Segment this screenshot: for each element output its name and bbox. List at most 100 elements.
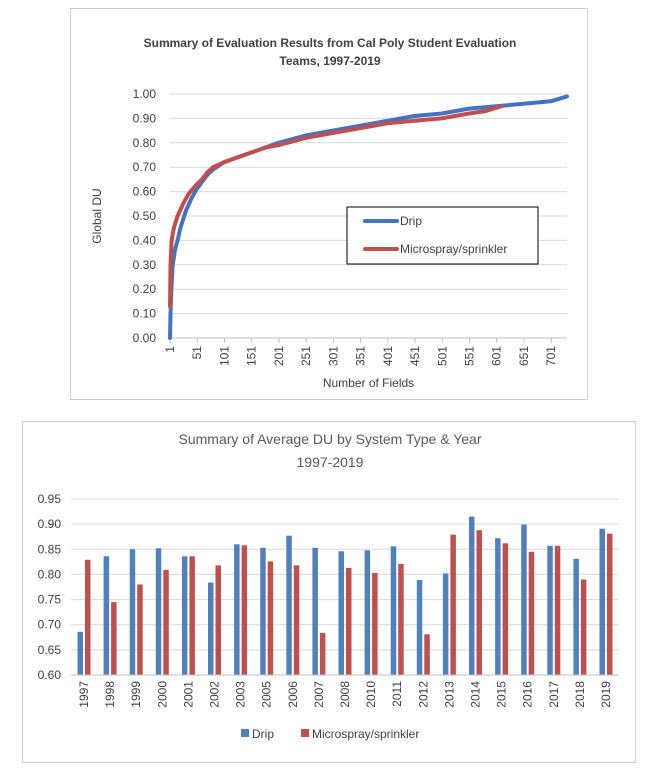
bar-drip-2012 <box>416 580 423 675</box>
bar-drip-1999 <box>129 549 136 675</box>
bar-drip-2003 <box>234 544 240 675</box>
bar-microspray-2013 <box>450 534 456 675</box>
bar-microspray-2007 <box>319 632 326 675</box>
bar-microspray-2003 <box>241 545 248 675</box>
x-tick-label: 2003 <box>234 681 248 708</box>
x-tick-label: 2006 <box>286 681 300 708</box>
y-tick-label: 1.00 <box>133 87 157 101</box>
x-tick-label: 301 <box>326 346 340 366</box>
y-tick-label: 0.90 <box>38 517 62 531</box>
x-tick-label: 501 <box>435 346 449 366</box>
bar-microspray-2008 <box>346 567 352 675</box>
legend-label: Drip <box>400 214 422 228</box>
legend-label: Drip <box>252 727 274 741</box>
x-tick-label: 451 <box>408 346 422 366</box>
y-tick-label: 0.40 <box>133 233 157 247</box>
x-tick-label: 1999 <box>129 681 143 708</box>
y-tick-label: 0.75 <box>38 593 62 607</box>
legend-swatch <box>301 729 309 737</box>
bar-microspray-2016 <box>528 551 535 675</box>
x-tick-label: 401 <box>381 346 395 366</box>
x-tick-label: 2012 <box>416 681 430 708</box>
legend-box <box>346 206 539 265</box>
average-du-bar-chart: Summary of Average DU by System Type & Y… <box>22 421 636 763</box>
legend-label: Microspray/sprinkler <box>312 727 419 741</box>
x-axis-title: Number of Fields <box>323 376 414 390</box>
y-tick-label: 0.70 <box>133 160 157 174</box>
chart-title-line-1: Summary of Evaluation Results from Cal P… <box>144 36 517 50</box>
bar-microspray-2010 <box>372 572 378 675</box>
x-tick-label: 2010 <box>364 681 378 708</box>
cumulative-du-chart-svg: Summary of Evaluation Results from Cal P… <box>90 36 569 390</box>
bar-drip-2019 <box>599 528 605 675</box>
bar-drip-2002 <box>208 582 214 675</box>
x-tick-label: 1 <box>163 346 177 353</box>
bar-drip-2010 <box>364 550 371 675</box>
x-tick-label: 151 <box>245 346 259 366</box>
bar-drip-2017 <box>547 545 553 675</box>
x-tick-label: 101 <box>217 346 231 366</box>
bar-microspray-2006 <box>293 565 300 675</box>
chart-title-line-2: 1997-2019 <box>297 454 364 470</box>
bar-microspray-2011 <box>398 563 404 675</box>
x-tick-label: 1997 <box>77 681 91 708</box>
y-tick-label: 0.65 <box>38 643 62 657</box>
bar-microspray-2012 <box>424 634 430 675</box>
x-tick-label: 2013 <box>442 681 456 708</box>
bar-drip-2011 <box>390 546 397 675</box>
x-tick-label: 1998 <box>103 681 117 708</box>
x-tick-label: 2014 <box>468 681 482 708</box>
bar-drip-2013 <box>442 573 449 675</box>
y-tick-label: 0.00 <box>133 331 157 345</box>
x-tick-label: 601 <box>490 346 504 366</box>
x-tick-label: 701 <box>544 346 558 366</box>
bar-microspray-2001 <box>189 556 195 675</box>
x-tick-label: 2002 <box>208 681 222 708</box>
bar-drip-2018 <box>573 558 579 675</box>
average-du-bar-chart-svg: Summary of Average DU by System Type & Y… <box>38 431 619 741</box>
bar-microspray-2002 <box>215 565 221 675</box>
bar-drip-2005 <box>260 547 266 675</box>
legend-label: Microspray/sprinkler <box>400 242 507 256</box>
x-tick-label: 251 <box>299 346 313 366</box>
bar-microspray-2015 <box>502 543 509 675</box>
x-tick-label: 2001 <box>181 681 195 708</box>
y-tick-label: 0.70 <box>38 618 62 632</box>
x-tick-label: 2007 <box>312 681 326 708</box>
bar-drip-2001 <box>181 556 188 675</box>
bar-drip-2014 <box>469 516 475 675</box>
y-tick-label: 0.60 <box>133 185 157 199</box>
x-tick-label: 351 <box>354 346 368 366</box>
x-tick-label: 2000 <box>155 681 169 708</box>
x-tick-label: 2005 <box>260 681 274 708</box>
bar-microspray-2014 <box>476 530 482 675</box>
bar-microspray-2005 <box>267 561 274 675</box>
x-tick-label: 2008 <box>338 681 352 708</box>
x-tick-label: 201 <box>272 346 286 366</box>
bar-drip-1998 <box>103 556 110 675</box>
x-tick-label: 2018 <box>573 681 587 708</box>
y-tick-label: 0.95 <box>38 492 62 506</box>
bar-drip-2008 <box>338 551 344 675</box>
legend-swatch <box>241 729 249 737</box>
y-tick-label: 0.80 <box>133 136 157 150</box>
y-tick-label: 0.10 <box>133 307 157 321</box>
bar-microspray-1997 <box>85 559 91 675</box>
y-axis-title: Global DU <box>90 188 104 243</box>
bar-microspray-2000 <box>163 569 169 675</box>
bar-drip-2000 <box>155 548 162 675</box>
chart-title-line-2: Teams, 1997-2019 <box>279 54 381 68</box>
x-tick-label: 2016 <box>521 681 535 708</box>
y-tick-label: 0.60 <box>38 668 62 682</box>
bar-drip-1997 <box>77 631 83 675</box>
x-tick-label: 651 <box>517 346 531 366</box>
y-tick-label: 0.50 <box>133 209 157 223</box>
bar-microspray-1999 <box>137 584 143 675</box>
x-tick-label: 2017 <box>547 681 561 708</box>
bar-microspray-2017 <box>554 545 561 675</box>
bar-drip-2007 <box>312 547 318 675</box>
bar-microspray-2019 <box>607 533 613 675</box>
x-tick-label: 51 <box>190 346 204 360</box>
x-tick-label: 2019 <box>599 681 613 708</box>
cumulative-du-chart: Summary of Evaluation Results from Cal P… <box>70 8 588 400</box>
